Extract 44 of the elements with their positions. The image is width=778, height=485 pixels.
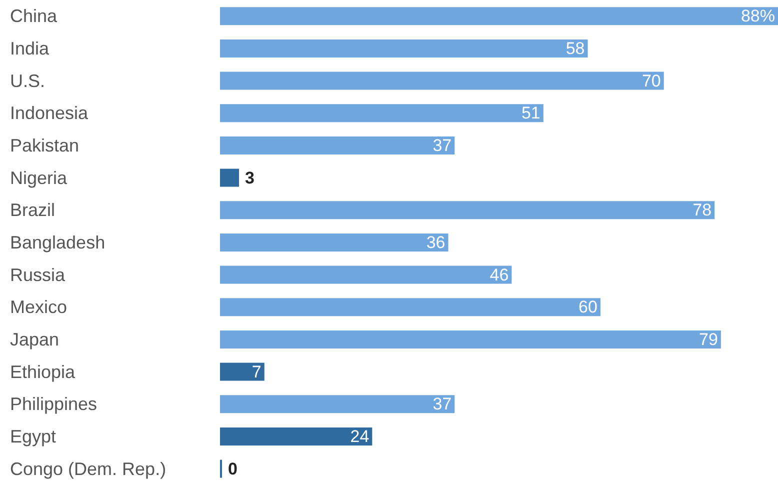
data-label: 79 <box>699 330 718 349</box>
data-label: 24 <box>350 426 370 446</box>
bar <box>220 266 512 284</box>
bar <box>220 104 544 122</box>
bar <box>220 427 372 446</box>
y-tick-label: India <box>10 38 50 58</box>
bar <box>220 362 264 381</box>
data-label: 3 <box>245 168 254 188</box>
data-label: 58 <box>566 38 585 58</box>
bar <box>220 201 715 220</box>
y-tick-label: Congo (Dem. Rep.) <box>10 458 166 479</box>
data-label: 51 <box>521 104 540 123</box>
y-tick-label: Nigeria <box>10 168 68 188</box>
data-label: 0 <box>228 459 238 478</box>
data-label: 7 <box>252 362 262 382</box>
data-label: 37 <box>432 394 452 414</box>
y-tick-label: Indonesia <box>10 103 90 124</box>
bar <box>220 168 240 187</box>
y-tick-label: Egypt <box>10 426 56 446</box>
y-tick-label: Japan <box>10 330 60 350</box>
y-tick-label: China <box>10 6 58 26</box>
bar <box>220 7 778 26</box>
bar <box>220 72 664 90</box>
data-label: 46 <box>490 265 509 284</box>
y-tick-label: Russia <box>10 264 66 285</box>
y-tick-label: Brazil <box>10 200 56 220</box>
data-label: 88% <box>740 6 775 26</box>
data-label: 70 <box>642 71 661 90</box>
y-tick-label: Ethiopia <box>10 362 76 382</box>
y-tick-label: U.S. <box>10 70 46 91</box>
y-tick-label: Philippines <box>10 394 98 414</box>
bar <box>220 233 448 252</box>
bar <box>220 39 588 58</box>
bar <box>220 330 721 348</box>
data-label: 60 <box>578 298 598 317</box>
bar <box>220 136 455 154</box>
y-tick-label: Bangladesh <box>10 232 106 252</box>
bar <box>220 395 455 414</box>
y-tick-label: Mexico <box>10 297 68 318</box>
data-label: 36 <box>426 232 446 252</box>
y-tick-label: Pakistan <box>10 136 80 156</box>
bar <box>220 298 600 316</box>
data-label: 78 <box>692 200 712 220</box>
data-label: 37 <box>432 136 452 155</box>
